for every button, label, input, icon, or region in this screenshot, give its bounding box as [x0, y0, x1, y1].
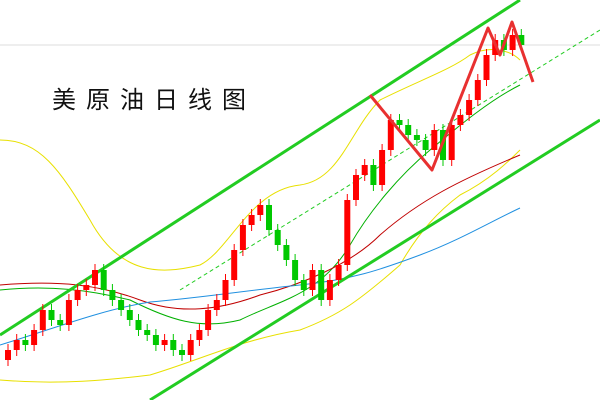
upper-band [0, 49, 521, 271]
candle-body [448, 125, 455, 160]
candle-body [152, 335, 159, 345]
candle-body [118, 300, 125, 310]
candle-body [431, 130, 438, 150]
candle-body [422, 140, 429, 150]
candle-body [300, 280, 307, 290]
candle-body [326, 280, 333, 300]
candle-body [335, 265, 342, 280]
trend-arrows [368, 20, 535, 172]
candle-body [266, 205, 272, 230]
candle-body [396, 120, 403, 125]
candle-body [370, 165, 377, 185]
candle-body [22, 340, 29, 345]
candle-body [274, 230, 281, 245]
candle-body [222, 280, 229, 300]
lower-band [0, 149, 521, 383]
candle-body [518, 35, 525, 45]
candle-body [31, 330, 38, 345]
candle-body [466, 100, 473, 115]
candle-body [353, 175, 359, 200]
candle-body [13, 340, 20, 350]
candle-body [405, 125, 412, 135]
candle-body [92, 270, 98, 285]
candle-body [239, 225, 246, 250]
candle-body [379, 150, 386, 185]
candle-body [248, 215, 255, 225]
channel-lower [149, 118, 600, 400]
chart-title: 美原油日线图 [52, 86, 256, 114]
candles [5, 29, 525, 366]
candle-body [57, 320, 64, 325]
candle-body [413, 135, 420, 140]
candle-body [65, 300, 72, 325]
candle-body [213, 300, 220, 310]
candle-body [231, 250, 238, 280]
candle-body [257, 205, 264, 215]
ma-long [0, 207, 521, 346]
candle-body [387, 120, 394, 150]
candle-body [48, 310, 55, 320]
candle-body [100, 270, 107, 290]
candle-body [135, 320, 142, 330]
candle-body [474, 80, 481, 100]
candle-body [83, 285, 90, 290]
candle-body [170, 340, 177, 350]
candle-body [283, 245, 290, 260]
candle-body [361, 165, 368, 175]
candle-body [457, 115, 464, 125]
candle-body [509, 35, 516, 50]
candle-body [144, 330, 151, 335]
candle-body [5, 350, 11, 360]
candle-body [39, 310, 46, 330]
candle-body [318, 270, 325, 300]
candle-body [309, 270, 316, 290]
candle-body [161, 340, 168, 345]
candle-body [109, 290, 116, 300]
channel-mid [179, 29, 600, 291]
candle-body [196, 330, 203, 340]
candle-body [344, 200, 351, 265]
candle-body [205, 310, 212, 330]
candle-body [187, 340, 194, 355]
candle-body [126, 310, 133, 320]
candle-body [483, 55, 490, 80]
candle-body [292, 260, 299, 280]
candle-body [74, 290, 81, 300]
candle-body [179, 350, 185, 355]
